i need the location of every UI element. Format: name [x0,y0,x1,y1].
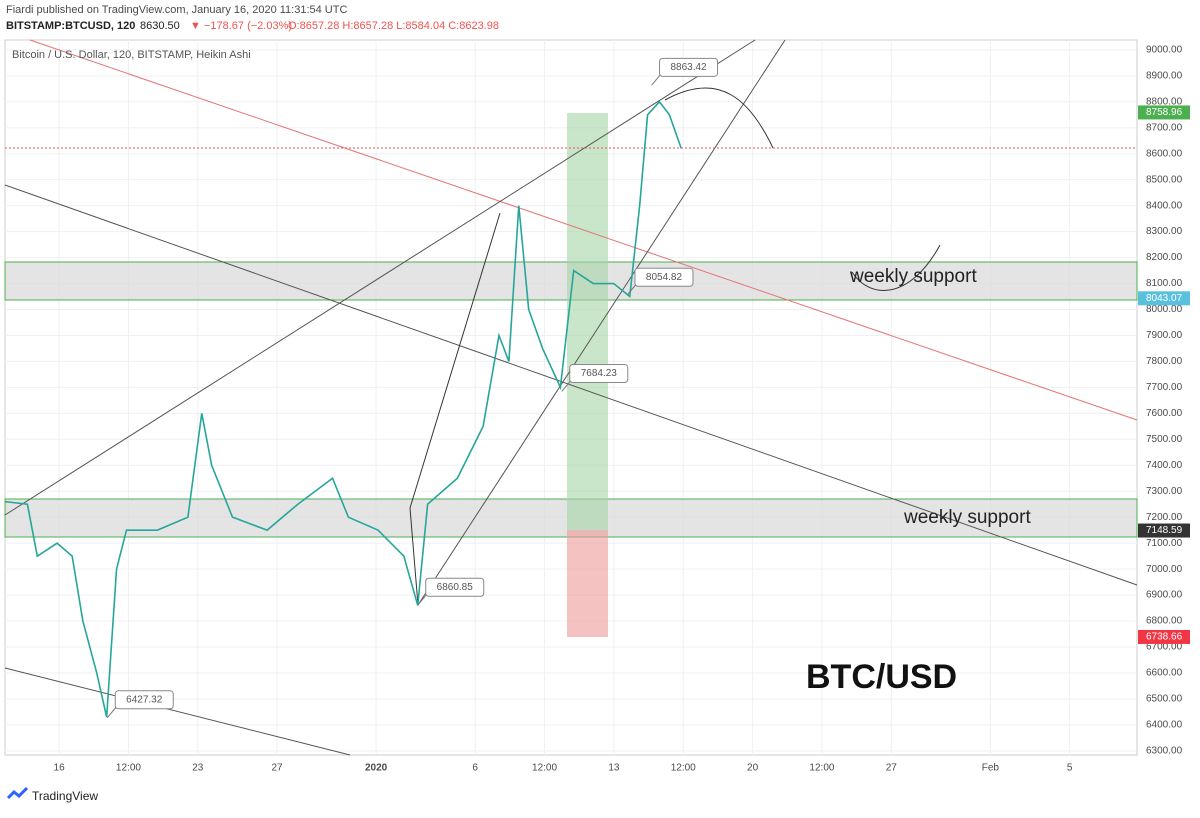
subtitle: Bitcoin / U.S. Dollar, 120, BITSTAMP, He… [12,49,251,61]
callout-label: 6860.85 [437,582,474,593]
y-tick-label: 8700.00 [1146,122,1183,133]
y-tick-label: 7800.00 [1146,356,1183,367]
profit-zone [567,113,608,530]
x-tick-label: 13 [608,763,620,774]
y-tick-label: 8300.00 [1146,226,1183,237]
callout-label: 6427.32 [126,694,163,705]
y-tick-label: 6500.00 [1146,694,1183,705]
x-tick-label: 16 [54,763,66,774]
y-tick-label: 7300.00 [1146,486,1183,497]
x-tick-label: 5 [1067,763,1073,774]
y-tick-label: 7200.00 [1146,512,1183,523]
y-tick-label: 7400.00 [1146,460,1183,471]
callout-box [634,267,694,287]
symbol: BITSTAMP:BTCUSD, 120 [6,20,135,32]
x-tick-label: 2020 [365,763,388,774]
plot-frame [4,39,1138,756]
y-tick-label: 6700.00 [1146,642,1183,653]
ohlc: O:8657.28 H:8657.28 L:8584.04 C:8623.98 [288,20,499,32]
y-tick-label: 7900.00 [1146,330,1183,341]
x-tick-label: 12:00 [116,763,141,774]
last-price: 8630.50 [140,20,180,32]
y-tick-label: 7600.00 [1146,408,1183,419]
y-tick-label: 6400.00 [1146,720,1183,731]
y-tick-label: 7500.00 [1146,434,1183,445]
x-tick-label: 27 [271,763,283,774]
y-tick-label: 9000.00 [1146,45,1183,56]
x-tick-label: 12:00 [809,763,834,774]
change: ▼ −178.67 (−2.03%) [190,20,292,32]
y-tick-label: 8900.00 [1146,70,1183,81]
annotation: weekly support [903,507,1031,528]
y-tick-label: 6900.00 [1146,590,1183,601]
x-tick-label: 12:00 [532,763,557,774]
y-tick-label: 7000.00 [1146,564,1183,575]
y-tick-label: 8500.00 [1146,174,1183,185]
y-tick-label: 7100.00 [1146,538,1183,549]
publish-line: Fiardi published on TradingView.com, Jan… [6,4,347,16]
x-tick-label: 23 [192,763,204,774]
callout-box [659,57,719,77]
x-tick-label: Feb [982,763,1000,774]
footer: TradingView [32,789,98,803]
y-tick-label: 6800.00 [1146,616,1183,627]
y-tick-label: 8100.00 [1146,278,1183,289]
y-tick-label: 8000.00 [1146,304,1183,315]
trend-line [4,39,756,516]
arrow [664,87,774,149]
annotation: weekly support [849,266,977,287]
callout-label: 7684.23 [581,368,618,379]
x-tick-label: 12:00 [671,763,696,774]
logo [6,786,29,800]
y-tick-label: 8200.00 [1146,252,1183,263]
trend-line [4,184,1138,586]
price-tag [1138,629,1190,644]
callout-box [114,690,174,710]
x-tick-label: 27 [886,763,898,774]
price-tag-label: 6738.66 [1146,632,1183,643]
price-tag-label: 8043.07 [1146,293,1183,304]
y-tick-label: 6600.00 [1146,668,1183,679]
trend-line [417,39,786,606]
x-tick-label: 6 [472,763,478,774]
trend-line [4,667,351,756]
callout-label: 8863.42 [670,62,707,73]
price-tag [1138,105,1190,120]
price-line [4,100,683,718]
loss-zone [567,530,608,637]
y-tick-label: 8800.00 [1146,96,1183,107]
price-tag [1138,291,1190,306]
trend-line [29,39,1138,421]
price-tag-label: 7148.59 [1146,525,1183,536]
arrow [409,212,501,606]
callout-box [425,577,485,597]
y-tick-label: 6300.00 [1146,745,1183,756]
callout-box [569,363,629,383]
price-tag-label: 8758.96 [1146,107,1183,118]
y-tick-label: 8400.00 [1146,200,1183,211]
y-tick-label: 7700.00 [1146,382,1183,393]
big-title: BTC/USD [806,658,957,696]
callout-label: 8054.82 [646,272,683,283]
price-tag [1138,523,1190,538]
x-tick-label: 20 [747,763,759,774]
arrow [851,244,941,291]
y-tick-label: 8600.00 [1146,148,1183,159]
